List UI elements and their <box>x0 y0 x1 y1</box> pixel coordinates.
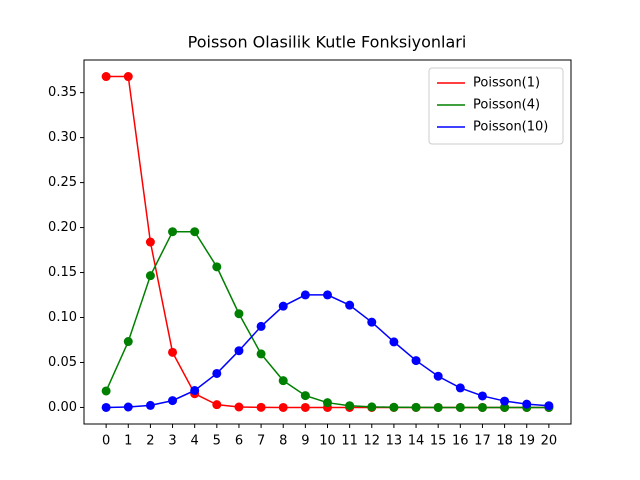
point <box>168 396 178 406</box>
point <box>389 337 399 347</box>
legend-label: Poisson(10) <box>473 120 548 135</box>
point <box>212 368 222 378</box>
x-tick-label: 5 <box>213 434 221 449</box>
point <box>455 383 465 393</box>
point <box>345 300 355 310</box>
y-tick-label: 0.15 <box>48 265 77 280</box>
legend-box <box>428 67 564 145</box>
y-tick-label: 0.30 <box>48 130 77 145</box>
point <box>323 290 332 300</box>
y-tick-label: 0.25 <box>48 175 77 190</box>
point <box>433 402 443 412</box>
point <box>411 356 421 366</box>
point <box>278 301 288 311</box>
x-tick-label: 15 <box>430 434 447 449</box>
point <box>101 72 111 82</box>
point <box>234 346 244 356</box>
point <box>101 386 111 396</box>
point <box>522 399 532 409</box>
x-tick-label: 14 <box>408 434 425 449</box>
point <box>300 402 310 412</box>
point <box>145 237 155 247</box>
y-tick-label: 0.10 <box>48 310 77 325</box>
point <box>477 391 487 401</box>
y-tick-label: 0.35 <box>48 85 77 100</box>
point <box>367 317 377 327</box>
point <box>500 396 510 406</box>
point <box>234 402 244 412</box>
point <box>500 402 510 412</box>
point <box>278 402 288 412</box>
point <box>212 400 222 410</box>
point <box>190 227 200 237</box>
point <box>123 72 133 82</box>
point <box>278 376 288 386</box>
point <box>256 402 266 412</box>
x-tick-label: 20 <box>541 434 558 449</box>
point <box>544 401 554 411</box>
point <box>323 398 332 408</box>
point <box>145 400 155 410</box>
chart-title: Poisson Olasilik Kutle Fonksiyonlari <box>188 33 467 52</box>
point <box>411 402 421 412</box>
point <box>234 309 244 319</box>
series-line <box>105 230 549 409</box>
x-tick-label: 0 <box>102 434 110 449</box>
point <box>168 347 178 357</box>
x-tick-label: 12 <box>363 434 380 449</box>
x-tick-label: 16 <box>452 434 469 449</box>
point <box>300 391 310 401</box>
point <box>123 337 133 347</box>
point <box>168 227 178 237</box>
x-tick-label: 4 <box>191 434 199 449</box>
point <box>300 290 310 300</box>
point <box>256 349 266 359</box>
point <box>145 271 155 281</box>
point <box>101 402 111 412</box>
point <box>256 321 266 331</box>
point <box>190 385 200 395</box>
y-tick-label: 0.05 <box>48 355 77 370</box>
x-tick-label: 17 <box>474 434 491 449</box>
x-tick-label: 3 <box>168 434 176 449</box>
x-tick-label: 7 <box>257 434 265 449</box>
x-tick-label: 9 <box>301 434 309 449</box>
legend-label: Poisson(4) <box>473 98 540 113</box>
x-tick-label: 13 <box>386 434 403 449</box>
y-tick-label: 0.00 <box>48 400 77 415</box>
point <box>212 262 222 272</box>
x-tick-label: 18 <box>496 434 513 449</box>
x-tick-label: 19 <box>518 434 535 449</box>
point <box>477 402 487 412</box>
x-tick-label: 10 <box>319 434 336 449</box>
x-tick-label: 1 <box>124 434 132 449</box>
point <box>123 402 133 412</box>
point <box>367 402 377 412</box>
x-tick-label: 8 <box>279 434 287 449</box>
x-tick-label: 6 <box>235 434 243 449</box>
point <box>455 402 465 412</box>
x-tick-label: 2 <box>146 434 154 449</box>
legend-label: Poisson(1) <box>473 76 540 91</box>
point <box>433 371 443 381</box>
x-tick-label: 11 <box>341 434 358 449</box>
point <box>389 402 399 412</box>
y-tick-label: 0.20 <box>48 220 77 235</box>
point <box>345 401 355 411</box>
